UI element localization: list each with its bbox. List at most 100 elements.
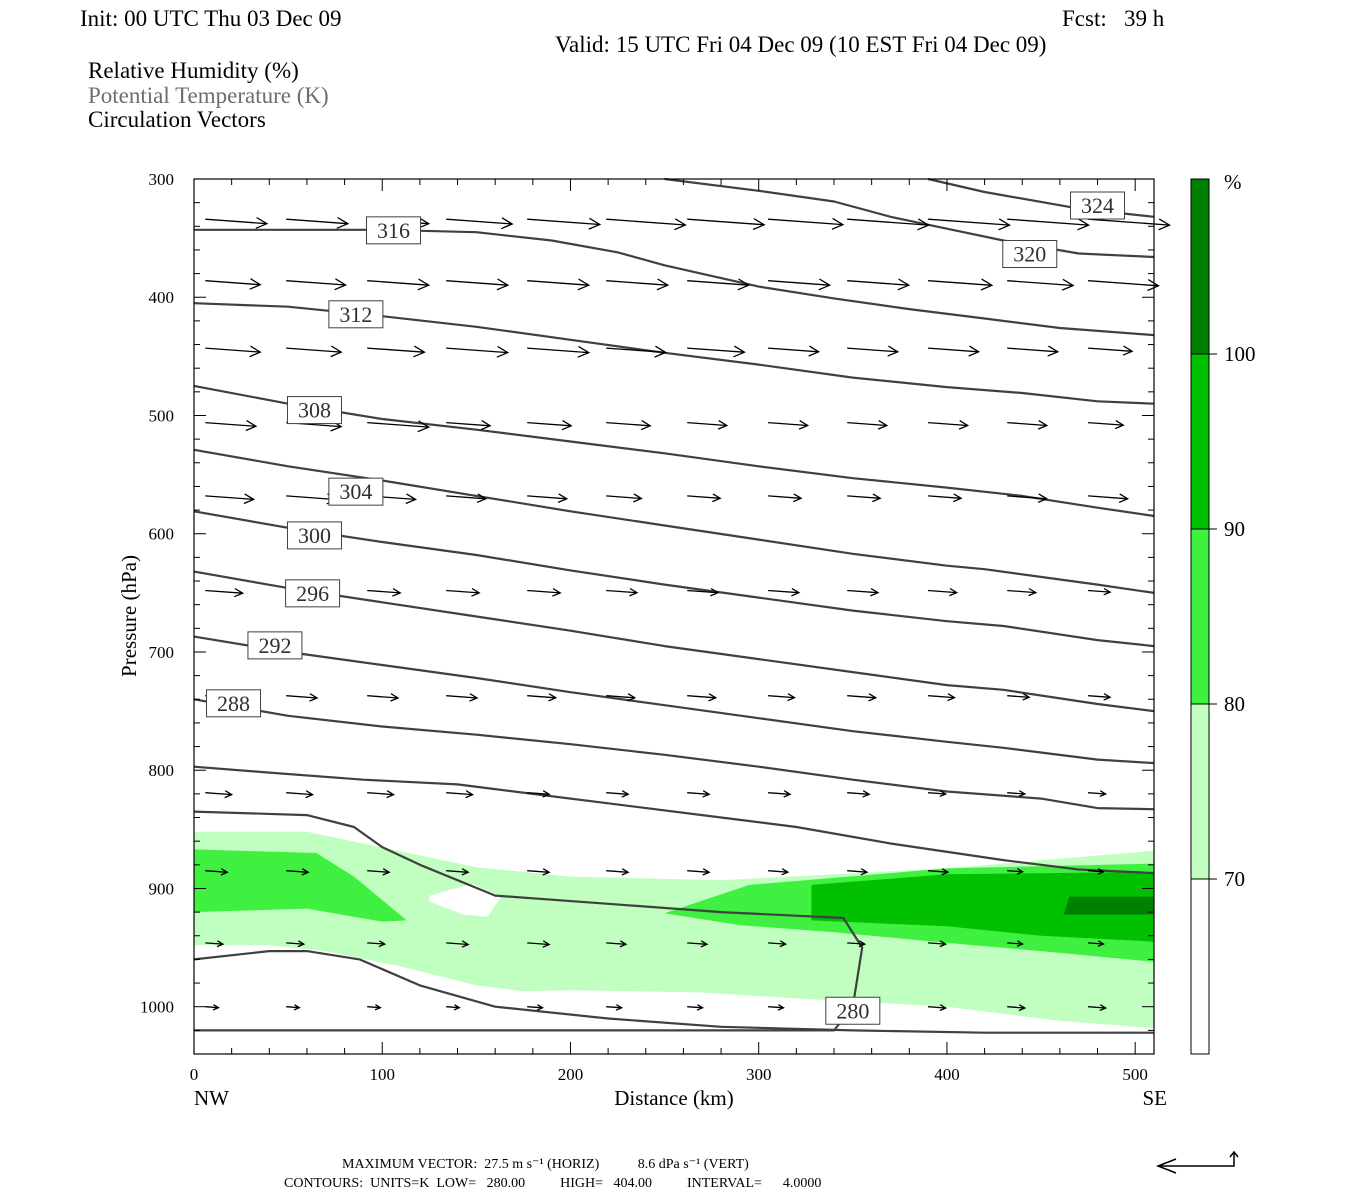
vector-6-2 [367,693,400,702]
vector-3-0 [205,420,258,432]
vector-0-0 [205,216,269,229]
vector-3-2 [367,420,431,433]
vector-1-11 [1088,279,1160,292]
forecast-hour: Fcst: 39 h [1062,6,1165,31]
circulation-vectors [205,216,1171,1012]
vector-2-8 [847,345,900,357]
vector-6-4 [527,693,558,702]
vector-7-0 [205,790,234,799]
y-axis-label: Pressure (hPa) [117,555,141,677]
vector-4-0 [205,493,256,505]
y-tick-label-600: 600 [149,525,175,544]
theta-contours [193,177,1155,1034]
theta-contour-280 [193,810,864,1032]
vector-1-3 [446,278,510,291]
theta-label-box-280 [825,996,881,1025]
vector-10-7 [768,1004,785,1011]
vector-2-5 [606,345,668,358]
theta-label-320: 320 [1013,241,1046,266]
vector-2-11 [1088,345,1134,356]
x-axis-label: Distance (km) [614,1086,734,1110]
vector-9-11 [1088,940,1105,947]
reference-vector [1155,1150,1239,1174]
theta-label-308: 308 [298,398,331,423]
vector-4-9 [928,493,963,503]
x-right-end-label: SE [1142,1086,1167,1110]
theta-label-296: 296 [296,581,329,606]
vector-3-7 [768,420,810,430]
vector-3-8 [847,420,889,430]
vector-1-0 [205,278,262,290]
vector-3-4 [527,420,573,431]
vector-0-10 [1007,218,1091,231]
theta-contour-300 [193,570,1155,713]
init-time: Init: 00 UTC Thu 03 Dec 09 [80,6,342,31]
vector-6-5 [606,693,637,702]
theta-label-box-296 [285,579,341,608]
vector-5-8 [847,587,880,597]
theta-label-box-316 [366,216,422,245]
vector-6-9 [928,693,956,702]
rh-hole-0 [429,883,501,917]
vector-0-3 [446,217,514,230]
vector-0-1 [286,216,350,229]
vector-3-6 [687,420,729,430]
vector-2-1 [286,345,343,358]
vector-6-6 [687,693,718,702]
colorbar-label-80: 80 [1224,692,1245,716]
vector-5-10 [1007,587,1038,597]
theta-label-312: 312 [339,302,372,327]
vector-6-8 [847,693,878,702]
y-tick-label-400: 400 [149,288,175,307]
theta-contour-288 [193,765,1155,875]
vector-0-4 [527,217,602,230]
vector-6-11 [1088,693,1112,701]
legend-vectors: Circulation Vectors [88,107,266,132]
vector-2-0 [205,345,262,358]
vector-4-3 [446,493,488,503]
contour-labels: 280 288 292 296 300 304 308 312 316 320 324 [206,191,1126,1025]
vector-1-8 [847,278,911,291]
theta-contour-292 [193,698,1155,811]
vector-5-5 [606,587,639,597]
theta-contour-308 [193,448,1155,594]
theta-label-box-312 [328,300,384,329]
vector-9-5 [606,940,628,948]
vector-0-11 [1088,218,1171,231]
theta-label-box-292 [247,631,303,660]
colorbar-unit: % [1224,170,1242,194]
vector-4-8 [847,493,882,503]
vector-3-5 [606,420,652,431]
vector-8-4 [527,868,551,876]
vector-2-4 [527,345,591,358]
vector-4-4 [527,493,569,504]
vector-2-9 [928,345,981,357]
valid-time: Valid: 15 UTC Fri 04 Dec 09 (10 EST Fri … [555,32,1047,57]
theta-label-316: 316 [377,218,410,243]
vector-9-4 [527,940,551,948]
theta-contour-304 [193,510,1155,648]
vector-0-5 [606,218,687,231]
theta-label-box-300 [286,521,342,550]
x-tick-label-0: 0 [190,1065,199,1084]
vector-1-4 [527,278,591,291]
theta-label-324: 324 [1081,193,1114,218]
vector-8-11 [1088,868,1105,875]
legend-rh: Relative Humidity (%) [88,58,299,83]
vector-2-10 [1007,345,1060,357]
vector-7-4 [527,790,551,798]
vector-7-3 [446,790,475,799]
vector-9-1 [286,940,306,948]
vector-9-9 [928,940,948,948]
vector-10-11 [1088,1004,1108,1012]
vector-8-7 [768,868,790,876]
vector-10-10 [1007,1004,1027,1012]
vector-5-11 [1088,587,1112,596]
vector-1-10 [1007,278,1075,291]
vector-4-6 [687,493,722,503]
vector-3-10 [1007,420,1049,430]
colorbar-segment-3 [1190,353,1210,530]
y-tick-label-500: 500 [149,406,175,425]
theta-label-292: 292 [258,633,291,658]
